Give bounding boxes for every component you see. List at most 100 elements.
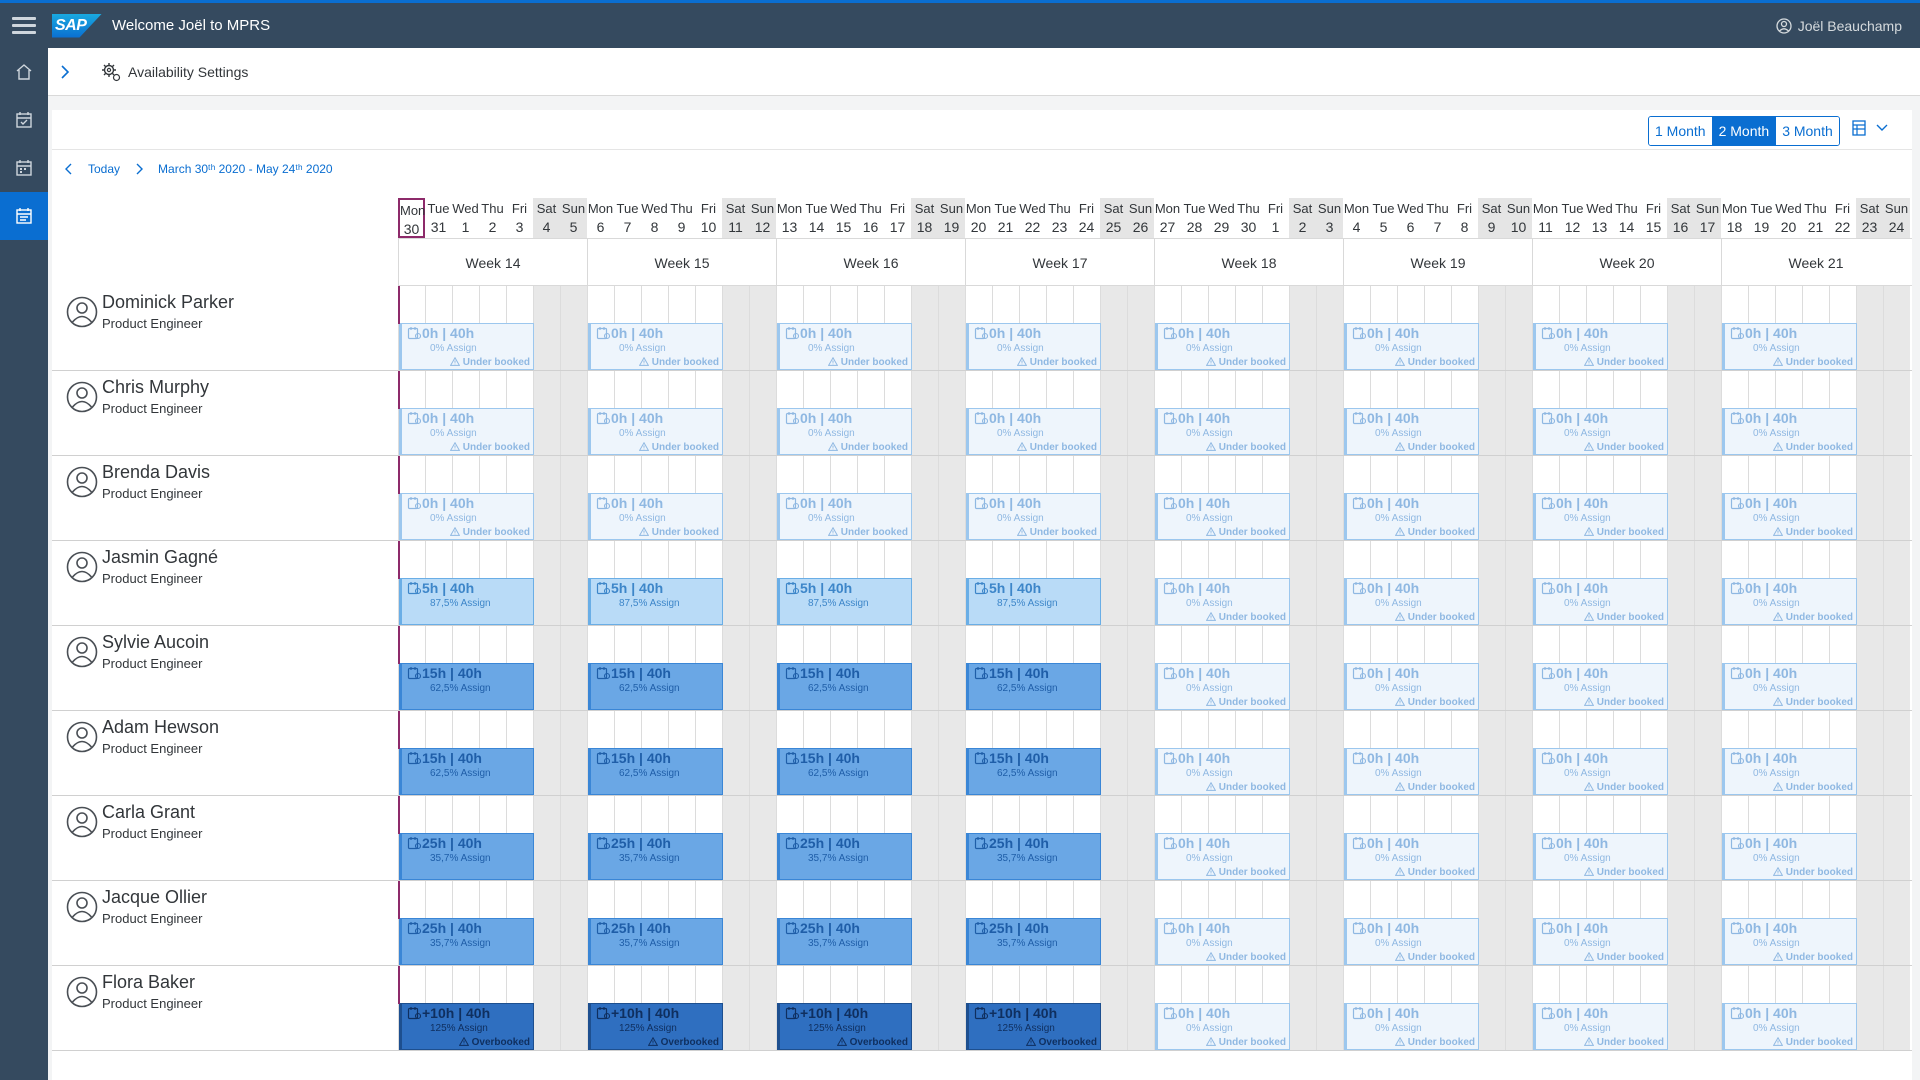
day-cell[interactable] — [1694, 371, 1721, 455]
booking-chip[interactable]: 25h | 40h 35,7% Assign — [588, 833, 723, 880]
day-cell[interactable] — [533, 711, 560, 795]
day-cell[interactable] — [911, 371, 938, 455]
previous-arrow-icon[interactable] — [62, 163, 76, 175]
day-cell[interactable] — [533, 881, 560, 965]
day-column-header[interactable]: Tue 21 — [992, 198, 1019, 238]
day-cell[interactable] — [1343, 881, 1370, 965]
day-column-header[interactable]: Mon 20 — [965, 198, 992, 238]
booking-chip[interactable]: 0h | 40h 0% Assign Under booked — [1155, 748, 1290, 795]
booking-chip[interactable]: 0h | 40h 0% Assign Under booked — [966, 323, 1101, 370]
range-option-2-month[interactable]: 2 Month — [1711, 117, 1776, 145]
day-cell[interactable] — [1532, 541, 1559, 625]
day-cell[interactable] — [1883, 711, 1910, 795]
day-cell[interactable] — [749, 966, 776, 1050]
booking-chip[interactable]: 0h | 40h 0% Assign Under booked — [1344, 663, 1479, 710]
day-cell[interactable] — [1532, 881, 1559, 965]
day-cell[interactable] — [1289, 371, 1316, 455]
day-column-header[interactable]: Fri 8 — [1451, 198, 1478, 238]
day-cell[interactable] — [560, 456, 587, 540]
day-cell[interactable] — [560, 541, 587, 625]
day-cell[interactable] — [1883, 286, 1910, 370]
day-cell[interactable] — [533, 456, 560, 540]
day-column-header[interactable]: Sun 3 — [1316, 198, 1343, 238]
day-cell[interactable] — [398, 966, 425, 1050]
day-cell[interactable] — [911, 881, 938, 965]
booking-chip[interactable]: 15h | 40h 62,5% Assign — [588, 663, 723, 710]
day-column-header[interactable]: Mon 27 — [1154, 198, 1181, 238]
booking-chip[interactable]: 5h | 40h 87,5% Assign — [588, 578, 723, 625]
day-cell[interactable] — [1694, 966, 1721, 1050]
day-cell[interactable] — [1505, 456, 1532, 540]
day-cell[interactable] — [1478, 541, 1505, 625]
week-column-header[interactable]: Week 14 — [398, 239, 587, 286]
day-cell[interactable] — [911, 711, 938, 795]
nav-home[interactable] — [0, 48, 48, 96]
booking-chip[interactable]: +10h | 40h 125% Assign Overbooked — [588, 1003, 723, 1050]
day-cell[interactable] — [938, 796, 965, 880]
booking-chip[interactable]: 0h | 40h 0% Assign Under booked — [1533, 578, 1668, 625]
day-cell[interactable] — [1127, 796, 1154, 880]
booking-chip[interactable]: 0h | 40h 0% Assign Under booked — [1155, 833, 1290, 880]
day-cell[interactable] — [1505, 541, 1532, 625]
day-cell[interactable] — [1316, 541, 1343, 625]
day-cell[interactable] — [1478, 881, 1505, 965]
day-cell[interactable] — [965, 796, 992, 880]
day-cell[interactable] — [1100, 286, 1127, 370]
day-cell[interactable] — [1343, 626, 1370, 710]
day-cell[interactable] — [911, 456, 938, 540]
day-cell[interactable] — [587, 881, 614, 965]
booking-chip[interactable]: 0h | 40h 0% Assign Under booked — [1722, 493, 1857, 540]
day-cell[interactable] — [1127, 711, 1154, 795]
booking-chip[interactable]: 25h | 40h 35,7% Assign — [777, 833, 912, 880]
resource-info[interactable]: Jacque Ollier Product Engineer — [52, 881, 398, 965]
day-cell[interactable] — [1532, 711, 1559, 795]
day-cell[interactable] — [965, 286, 992, 370]
day-cell[interactable] — [776, 456, 803, 540]
day-cell[interactable] — [587, 541, 614, 625]
day-column-header[interactable]: Sat 9 — [1478, 198, 1505, 238]
day-cell[interactable] — [1694, 286, 1721, 370]
day-cell[interactable] — [1667, 626, 1694, 710]
booking-chip[interactable]: 0h | 40h 0% Assign Under booked — [399, 493, 534, 540]
day-cell[interactable] — [911, 541, 938, 625]
day-column-header[interactable]: Thu 7 — [1424, 198, 1451, 238]
week-column-header[interactable]: Week 18 — [1154, 239, 1343, 286]
day-cell[interactable] — [1154, 966, 1181, 1050]
today-link[interactable]: Today — [88, 162, 121, 176]
day-cell[interactable] — [1883, 881, 1910, 965]
day-cell[interactable] — [911, 626, 938, 710]
day-column-header[interactable]: Mon 30 — [398, 198, 425, 238]
day-cell[interactable] — [1316, 881, 1343, 965]
day-cell[interactable] — [1343, 541, 1370, 625]
week-column-header[interactable]: Week 16 — [776, 239, 965, 286]
booking-chip[interactable]: 0h | 40h 0% Assign Under booked — [588, 408, 723, 455]
day-cell[interactable] — [749, 711, 776, 795]
booking-chip[interactable]: 0h | 40h 0% Assign Under booked — [1155, 408, 1290, 455]
day-cell[interactable] — [1478, 626, 1505, 710]
day-cell[interactable] — [1721, 286, 1748, 370]
day-cell[interactable] — [1856, 541, 1883, 625]
day-cell[interactable] — [560, 796, 587, 880]
day-column-header[interactable]: Wed 8 — [641, 198, 668, 238]
booking-chip[interactable]: 25h | 40h 35,7% Assign — [588, 918, 723, 965]
day-cell[interactable] — [938, 286, 965, 370]
day-column-header[interactable]: Fri 17 — [884, 198, 911, 238]
day-cell[interactable] — [938, 626, 965, 710]
booking-chip[interactable]: 0h | 40h 0% Assign Under booked — [1155, 493, 1290, 540]
day-cell[interactable] — [1316, 371, 1343, 455]
day-cell[interactable] — [1154, 456, 1181, 540]
day-cell[interactable] — [1721, 371, 1748, 455]
day-cell[interactable] — [398, 541, 425, 625]
day-cell[interactable] — [1505, 711, 1532, 795]
day-cell[interactable] — [938, 711, 965, 795]
menu-icon[interactable] — [0, 3, 48, 48]
day-cell[interactable] — [1316, 966, 1343, 1050]
day-cell[interactable] — [776, 626, 803, 710]
booking-chip[interactable]: 5h | 40h 87,5% Assign — [777, 578, 912, 625]
booking-chip[interactable]: 0h | 40h 0% Assign Under booked — [1344, 578, 1479, 625]
day-column-header[interactable]: Sun 26 — [1127, 198, 1154, 238]
day-cell[interactable] — [1100, 711, 1127, 795]
day-cell[interactable] — [1289, 456, 1316, 540]
day-cell[interactable] — [776, 711, 803, 795]
day-cell[interactable] — [1856, 796, 1883, 880]
